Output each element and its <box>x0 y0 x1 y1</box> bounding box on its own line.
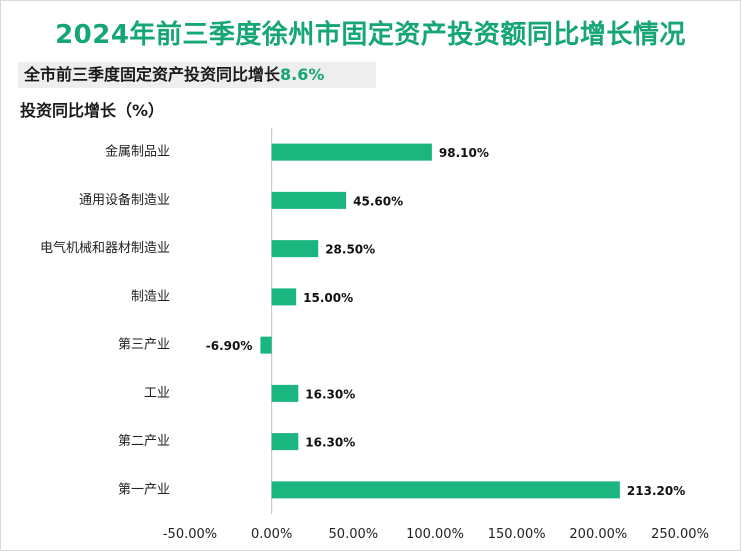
value-label-4: -6.90% <box>206 339 253 353</box>
x-tick-label-6: 250.00% <box>651 527 709 542</box>
value-label-2: 28.50% <box>325 243 375 257</box>
category-label-6: 第二产业 <box>118 434 170 449</box>
x-tick-label-0: -50.00% <box>163 527 217 542</box>
bar-0 <box>271 143 432 161</box>
value-label-5: 16.30% <box>305 387 355 401</box>
category-label-4: 第三产业 <box>118 338 170 353</box>
summary-label: 全市前三季度固定资产投资同比增长 <box>24 65 281 84</box>
bar-3 <box>271 288 297 306</box>
y-axis-title: 投资同比增长（%） <box>20 101 165 120</box>
value-label-7: 213.20% <box>627 484 685 498</box>
x-tick-label-2: 50.00% <box>329 527 379 542</box>
x-tick-label-1: 0.00% <box>251 527 292 542</box>
bar-2 <box>271 240 319 258</box>
value-label-6: 16.30% <box>305 436 355 450</box>
bar-1 <box>271 191 347 209</box>
value-label-1: 45.60% <box>353 194 403 208</box>
bar-7 <box>271 481 620 499</box>
category-label-1: 通用设备制造业 <box>79 192 170 208</box>
category-label-3: 制造业 <box>131 289 170 304</box>
category-label-5: 工业 <box>144 386 170 401</box>
summary-banner: 全市前三季度固定资产投资同比增长8.6% <box>18 62 376 88</box>
bar-4 <box>260 336 272 354</box>
value-label-0: 98.10% <box>439 146 489 160</box>
category-label-2: 电气机械和器材制造业 <box>40 240 170 256</box>
category-label-7: 第一产业 <box>118 482 170 497</box>
value-label-3: 15.00% <box>303 291 353 305</box>
x-tick-label-3: 100.00% <box>406 527 464 542</box>
bar-5 <box>271 384 299 402</box>
category-label-0: 金属制品业 <box>105 144 170 160</box>
summary-value: 8.6% <box>280 65 325 84</box>
bar-6 <box>271 433 299 451</box>
x-tick-label-4: 150.00% <box>488 527 546 542</box>
x-tick-label-5: 200.00% <box>569 527 627 542</box>
chart-title: 2024年前三季度徐州市固定资产投资额同比增长情况 <box>55 20 686 50</box>
